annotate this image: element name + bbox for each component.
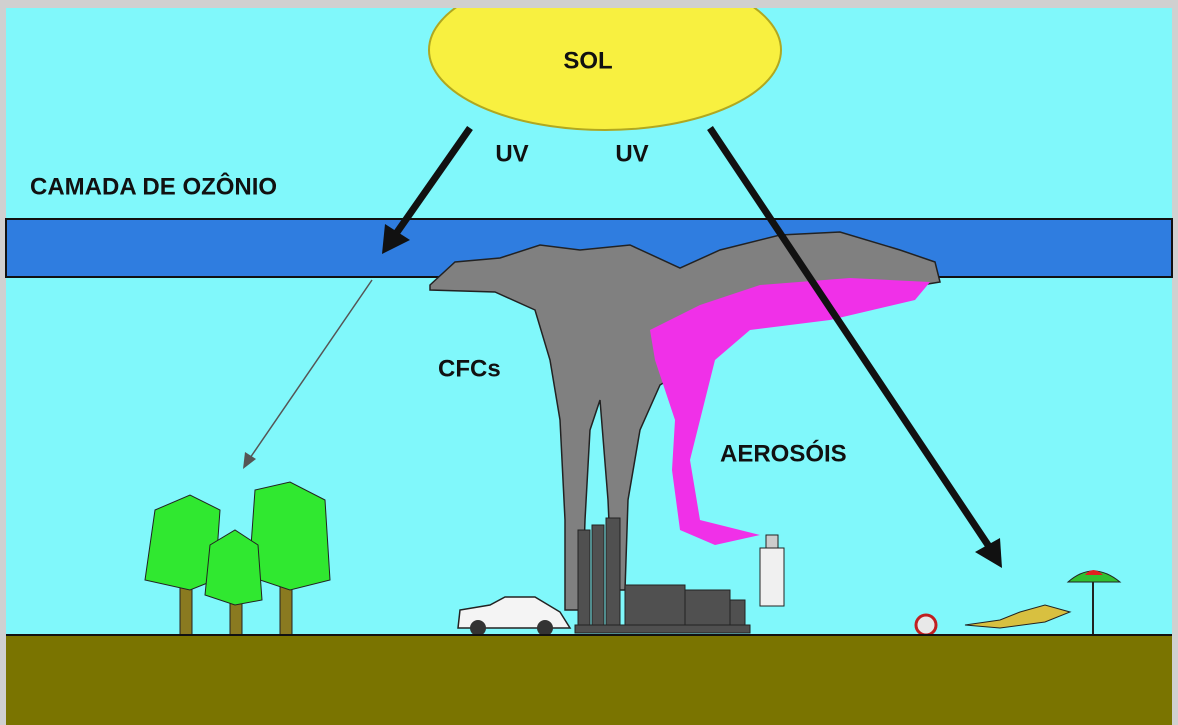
sun-label: SOL — [563, 47, 612, 74]
arrowhead — [975, 538, 1002, 568]
trees — [144, 481, 331, 637]
uv-arrow-left — [390, 125, 473, 241]
uv-label: UV — [495, 140, 528, 167]
uv-label: UV — [615, 140, 648, 167]
ozone-layer — [5, 218, 1173, 278]
ozone-label: CAMADA DE OZÔNIO — [30, 172, 277, 200]
top-border — [6, 0, 1172, 8]
arrowhead — [382, 224, 410, 254]
person — [964, 604, 1072, 629]
aerosol-cloud — [650, 278, 930, 545]
beach-ball — [914, 613, 938, 637]
factory — [574, 517, 751, 634]
sun — [428, 0, 782, 131]
cfc-smoke — [429, 231, 941, 611]
spray-can — [759, 534, 785, 607]
cfcs-label: CFCs — [438, 355, 501, 382]
reflected-arrow — [249, 279, 373, 459]
ground — [6, 635, 1172, 725]
arrowhead — [243, 452, 256, 469]
car — [457, 596, 572, 636]
umbrella — [1066, 570, 1122, 635]
aerosols-label: AEROSÓIS — [720, 439, 847, 467]
uv-arrow-right — [707, 126, 993, 550]
